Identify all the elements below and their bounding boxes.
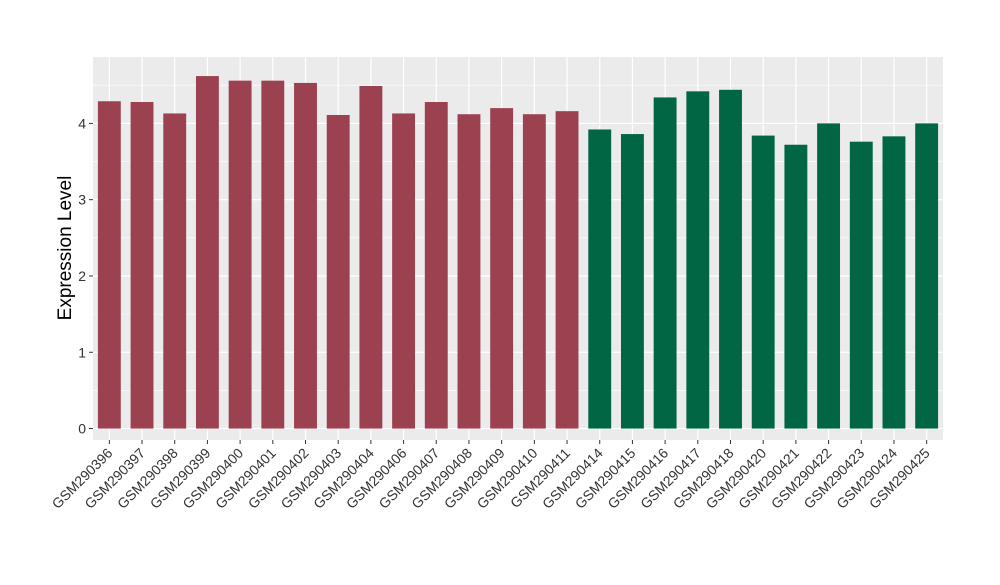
bar-GSM290411 — [555, 111, 579, 429]
bar-GSM290425 — [915, 123, 939, 429]
bar-GSM290398 — [163, 113, 187, 429]
bar-GSM290418 — [719, 89, 742, 429]
bar-GSM290417 — [686, 91, 710, 429]
bar-GSM290420 — [751, 135, 775, 429]
y-axis-title: Expression Level — [55, 176, 76, 321]
bar-GSM290407 — [424, 102, 448, 429]
bar-GSM290399 — [195, 76, 219, 429]
bar-GSM290397 — [130, 102, 154, 429]
y-axis: 0 1 2 3 4 — [78, 115, 93, 437]
y-tick-label: 4 — [78, 115, 86, 131]
bar-GSM290403 — [326, 114, 350, 429]
bar-GSM290404 — [359, 85, 383, 429]
bar-GSM290402 — [294, 82, 317, 429]
y-tick-label: 3 — [78, 192, 86, 208]
bars — [97, 76, 939, 429]
bar-GSM290401 — [261, 80, 285, 429]
x-axis: GSM290396GSM290397GSM290398GSM290399GSM2… — [49, 440, 933, 512]
bar-GSM290415 — [620, 134, 644, 429]
bar-GSM290414 — [588, 129, 612, 429]
bar-GSM290424 — [882, 136, 906, 429]
bar-GSM290416 — [653, 97, 677, 429]
y-tick-label: 1 — [78, 344, 86, 360]
bar-GSM290406 — [392, 113, 416, 429]
y-tick-label: 0 — [78, 421, 86, 437]
bar-GSM290400 — [228, 80, 252, 429]
bar-GSM290421 — [784, 144, 808, 429]
bar-GSM290396 — [97, 101, 121, 429]
bar-GSM290423 — [849, 141, 873, 429]
bar-GSM290422 — [817, 123, 841, 429]
bar-GSM290408 — [457, 114, 481, 429]
y-tick-label: 2 — [78, 268, 86, 284]
bar-GSM290409 — [490, 108, 514, 429]
plot-panel — [93, 57, 943, 440]
bar-GSM290410 — [522, 114, 546, 429]
